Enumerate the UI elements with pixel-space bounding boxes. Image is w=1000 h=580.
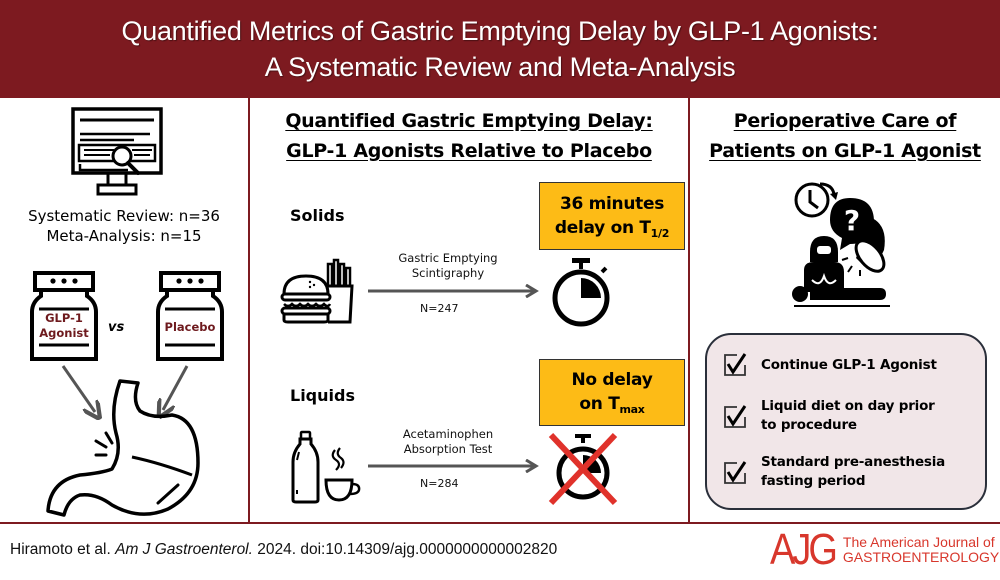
citation-journal: Am J Gastroenterol. bbox=[115, 541, 253, 558]
liquids-result-main: on T bbox=[579, 394, 620, 414]
citation-doi: 2024. doi:10.14309/ajg.0000000000002820 bbox=[252, 541, 558, 558]
liquids-arrow bbox=[368, 459, 539, 473]
bottle-cup-icon bbox=[291, 430, 361, 504]
ajg-logo-line2: GASTROENTEROLOGY bbox=[842, 549, 1000, 565]
glp1-label-line1: GLP-1 bbox=[45, 311, 83, 325]
checklist-item-1-line1: Continue GLP-1 Agonist bbox=[761, 357, 937, 373]
ajg-logo-text: The American Journal of GASTROENTEROLOGY bbox=[843, 535, 999, 565]
checkbox-checked-icon bbox=[724, 405, 747, 428]
liquids-method-line2: Absorption Test bbox=[403, 442, 493, 456]
anesthesia-patient-icon: ? bbox=[792, 182, 890, 307]
left-panel: Systematic Review: n=36 Meta-Analysis: n… bbox=[0, 98, 248, 522]
solids-arrow bbox=[368, 284, 539, 298]
solids-label: Solids bbox=[290, 206, 345, 225]
right-panel: Perioperative Care of Patients on GLP-1 … bbox=[690, 98, 1000, 522]
solids-method: Gastric Emptying Scintigraphy bbox=[368, 251, 528, 281]
checklist-text: Continue GLP-1 Agonist bbox=[761, 353, 937, 375]
solids-n: N=247 bbox=[420, 302, 459, 315]
perioperative-checklist: Continue GLP-1 Agonist Liquid diet on da… bbox=[705, 333, 987, 510]
ajg-logo: AJG The American Journal of GASTROENTERO… bbox=[770, 525, 999, 575]
stopwatch-crossed-icon bbox=[548, 432, 618, 506]
middle-title-line1: Quantified Gastric Emptying Delay: bbox=[285, 110, 653, 132]
solids-method-line2: Scintigraphy bbox=[411, 266, 485, 280]
header-banner: Quantified Metrics of Gastric Emptying D… bbox=[0, 0, 1000, 98]
liquids-result-line1: No delay bbox=[571, 370, 653, 390]
checklist-text: Liquid diet on day prior to procedure bbox=[761, 397, 935, 435]
checklist-item-liquid-diet: Liquid diet on day prior to procedure bbox=[723, 397, 935, 435]
right-title: Perioperative Care of Patients on GLP-1 … bbox=[690, 106, 1000, 166]
checklist-item-fasting: Standard pre-anesthesia fasting period bbox=[723, 453, 945, 491]
placebo-bottle-icon bbox=[156, 271, 224, 361]
title-line-1: Quantified Metrics of Gastric Emptying D… bbox=[121, 16, 879, 46]
liquids-result-sub: max bbox=[619, 403, 645, 416]
arrows-to-stomach bbox=[61, 365, 189, 420]
solids-method-line1: Gastric Emptying bbox=[398, 251, 498, 265]
solids-result-main: delay on T bbox=[554, 218, 651, 238]
checklist-item-2-line2: to procedure bbox=[761, 417, 857, 433]
liquids-result-line2: on Tmax bbox=[540, 392, 684, 416]
right-title-line2: Patients on GLP-1 Agonist bbox=[709, 140, 981, 162]
monitor-search-icon bbox=[71, 107, 163, 196]
systematic-review-count: Systematic Review: n=36 bbox=[28, 207, 220, 225]
liquids-result-box: No delay on Tmax bbox=[539, 359, 685, 426]
burger-fries-icon bbox=[280, 258, 354, 324]
liquids-n: N=284 bbox=[420, 477, 459, 490]
divider-footer bbox=[0, 522, 1000, 524]
svg-text:?: ? bbox=[844, 204, 860, 237]
glp1-bottle-icon bbox=[30, 271, 98, 361]
checklist-item-continue: Continue GLP-1 Agonist bbox=[723, 353, 937, 377]
citation: Hiramoto et al. Am J Gastroenterol. 2024… bbox=[10, 541, 557, 559]
meta-analysis-count: Meta-Analysis: n=15 bbox=[46, 227, 202, 245]
middle-panel: Quantified Gastric Emptying Delay: GLP-1… bbox=[250, 98, 688, 522]
right-title-line1: Perioperative Care of bbox=[733, 110, 957, 132]
solids-result-line1: 36 minutes bbox=[559, 194, 665, 214]
divider-left bbox=[248, 98, 250, 523]
checklist-item-3-line1: Standard pre-anesthesia bbox=[761, 454, 946, 470]
checklist-item-3-line2: fasting period bbox=[761, 473, 866, 489]
title-line-2: A Systematic Review and Meta-Analysis bbox=[264, 52, 736, 82]
liquids-method-line1: Acetaminophen bbox=[402, 427, 494, 441]
liquids-label: Liquids bbox=[290, 386, 355, 405]
checkbox-checked-icon bbox=[724, 353, 747, 376]
glp1-agonist-label: GLP-1 Agonist bbox=[29, 311, 99, 341]
versus-label: vs bbox=[108, 320, 125, 335]
solids-result-line2: delay on T1/2 bbox=[540, 216, 684, 240]
checklist-item-2-line1: Liquid diet on day prior bbox=[761, 398, 935, 414]
checklist-text: Standard pre-anesthesia fasting period bbox=[761, 453, 945, 491]
ajg-logo-line1: The American Journal of bbox=[842, 534, 995, 550]
citation-authors: Hiramoto et al. bbox=[10, 541, 116, 558]
placebo-label: Placebo bbox=[164, 320, 216, 334]
ajg-logo-mark: AJG bbox=[770, 525, 838, 575]
stomach-icon bbox=[46, 379, 200, 517]
stopwatch-icon bbox=[552, 258, 610, 327]
checkbox-checked-icon bbox=[724, 461, 747, 484]
divider-right bbox=[688, 98, 690, 523]
middle-title-line2: GLP-1 Agonists Relative to Placebo bbox=[286, 140, 652, 162]
glp1-label-line2: Agonist bbox=[39, 326, 89, 340]
liquids-method: Acetaminophen Absorption Test bbox=[368, 427, 528, 457]
middle-title: Quantified Gastric Emptying Delay: GLP-1… bbox=[250, 106, 688, 166]
solids-result-sub: 1/2 bbox=[650, 227, 670, 240]
solids-result-box: 36 minutes delay on T1/2 bbox=[539, 182, 685, 250]
